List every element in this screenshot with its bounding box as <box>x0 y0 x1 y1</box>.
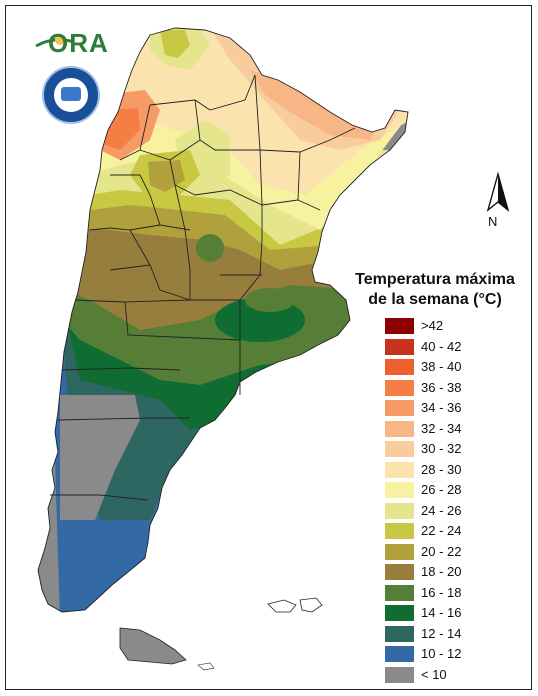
legend-swatch <box>385 502 414 519</box>
ora-logo: ORA <box>48 28 109 58</box>
legend-swatch <box>385 646 414 662</box>
legend-swatch <box>385 441 414 457</box>
legend-label: 26 - 28 <box>421 482 462 497</box>
legend-label: 36 - 38 <box>421 379 462 395</box>
legend-label: 28 - 30 <box>421 461 462 477</box>
legend-label: < 10 <box>421 666 447 682</box>
legend-label: 34 - 36 <box>421 400 462 415</box>
legend-label: 22 - 24 <box>421 523 462 538</box>
ora-logo-swoosh <box>35 35 75 48</box>
legend-label: 16 - 18 <box>421 584 462 600</box>
legend-label: >42 <box>421 318 444 333</box>
legend-title-line2: de la semana (°C) <box>368 291 502 308</box>
legend-label: 14 - 16 <box>421 605 462 620</box>
legend-swatch <box>385 605 414 621</box>
province-borders <box>37 27 409 613</box>
legend-label: 24 - 26 <box>421 502 462 518</box>
legend-swatch <box>385 318 414 334</box>
seal-emblem <box>53 77 89 113</box>
legend-label: 18 - 20 <box>421 564 462 579</box>
smn-seal-logo <box>42 66 100 124</box>
legend-label: 20 - 22 <box>421 543 462 559</box>
legend-swatch <box>385 564 414 580</box>
legend-swatch <box>385 666 414 683</box>
legend-label: 10 - 12 <box>421 646 462 661</box>
legend-swatch <box>385 420 414 437</box>
legend-swatch <box>385 482 414 498</box>
tierra-del-fuego <box>119 627 215 671</box>
legend-swatch <box>385 461 414 478</box>
legend-swatch <box>385 379 414 396</box>
legend-swatch <box>385 543 414 560</box>
legend-swatch <box>385 338 414 355</box>
falkland-islands <box>267 597 323 613</box>
legend-swatch <box>385 523 414 539</box>
legend-label: 30 - 32 <box>421 441 462 456</box>
legend-label: 38 - 40 <box>421 359 462 374</box>
legend-label: 40 - 42 <box>421 338 462 354</box>
legend-swatch <box>385 584 414 601</box>
legend-swatch <box>385 625 414 642</box>
legend-label: 12 - 14 <box>421 625 462 641</box>
legend-title: Temperatura máxima de la semana (°C) <box>340 270 530 310</box>
legend-swatch <box>385 400 414 416</box>
north-arrow-icon <box>486 172 510 212</box>
legend-swatch <box>385 359 414 375</box>
legend-title-line1: Temperatura máxima <box>355 271 515 288</box>
legend-label: 32 - 34 <box>421 420 462 436</box>
north-label: N <box>488 214 498 229</box>
